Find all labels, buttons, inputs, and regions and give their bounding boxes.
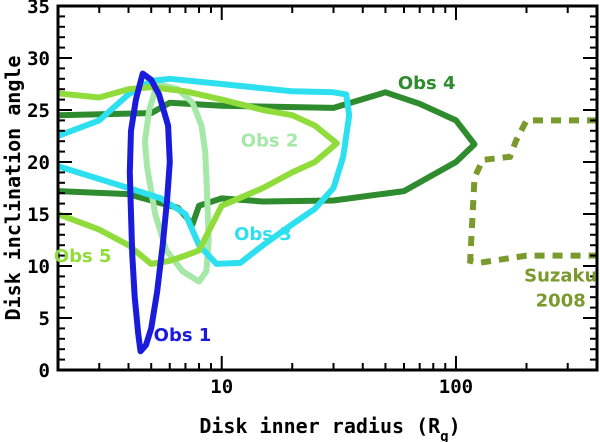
series-label-2: Obs 2	[241, 130, 299, 151]
y-tick-label: 25	[27, 100, 50, 122]
series-label-6: Suzaku 2008	[524, 266, 597, 312]
series-label-1: Obs 4	[398, 73, 456, 94]
x-tick-label: 10	[210, 376, 233, 398]
y-axis-title: Disk inclination angle	[1, 56, 25, 321]
y-tick-label: 0	[39, 360, 50, 382]
plot-frame	[56, 4, 599, 372]
series-line-6	[467, 117, 597, 266]
series-line-3	[58, 75, 353, 267]
y-tick-label: 10	[27, 256, 50, 278]
series-line-2	[141, 81, 212, 285]
y-tick-label: 15	[27, 204, 50, 226]
x-tick-label: 100	[439, 376, 473, 398]
series-labels-layer: Obs 4 Obs 2 Obs 3 Obs 5 Obs 1 Suzaku 2008	[54, 73, 597, 346]
series-label-3: Obs 3	[234, 224, 292, 245]
series-label-4: Obs 5	[54, 246, 112, 267]
series-label-5: Obs 1	[154, 325, 212, 346]
y-tick-label: 35	[27, 0, 50, 18]
y-tick-label: 20	[27, 152, 50, 174]
series-line-4	[58, 84, 340, 267]
y-tick-label: 5	[39, 308, 50, 330]
y-tick-label: 30	[27, 48, 50, 70]
series-layer	[58, 70, 597, 355]
series-line-5	[126, 70, 173, 355]
ticks-layer: 0 5 10 15 20 25 30 35 10 100	[27, 0, 598, 398]
axes-frame-layer	[56, 4, 599, 372]
x-axis-title: Disk inner radius (Rg)	[199, 414, 460, 442]
